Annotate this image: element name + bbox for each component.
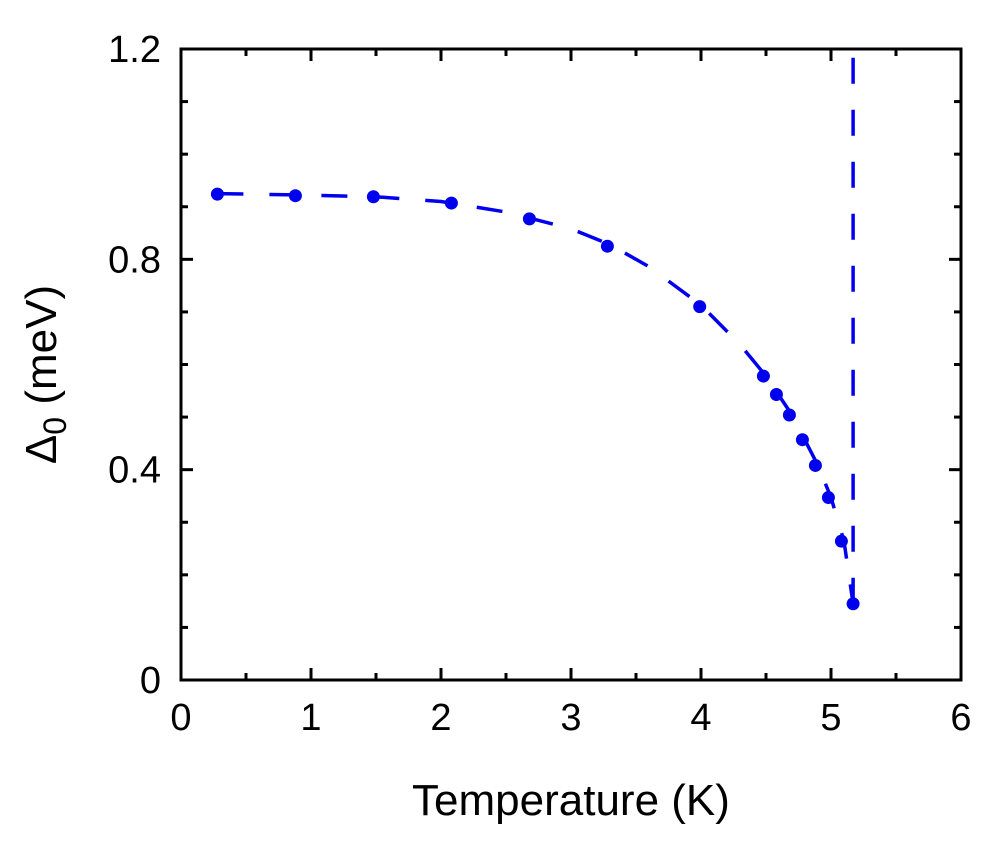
y-axis-title-unit: (meV) (17, 285, 66, 417)
data-point (444, 196, 458, 210)
data-point (808, 458, 822, 472)
data-point (522, 212, 536, 226)
y-axis-title-symbol: Δ (17, 435, 66, 464)
y-axis-title: Δ0 (meV) (17, 285, 73, 464)
x-tick-label: 2 (430, 697, 451, 739)
data-point (769, 387, 783, 401)
y-tick-label: 0.8 (108, 239, 161, 281)
y-tick-label: 1.2 (108, 29, 161, 71)
data-point (846, 597, 860, 611)
plot-frame (179, 47, 963, 682)
y-tick-label: 0 (140, 660, 161, 702)
data-point (795, 433, 809, 447)
x-axis-title: Temperature (K) (412, 776, 730, 825)
data-point (693, 300, 707, 314)
x-tick-label: 0 (170, 697, 191, 739)
fit-curve-layer (217, 49, 855, 605)
x-tick-label: 5 (820, 697, 841, 739)
y-tick-label: 0.4 (108, 450, 161, 492)
x-tick-label: 4 (690, 697, 711, 739)
tick-labels-layer: 0 1 2 3 4 5 6 0 0.4 0.8 1.2 (108, 29, 971, 739)
data-points-layer (210, 187, 860, 611)
y-axis-title-subscript: 0 (37, 417, 73, 435)
ticks-layer (179, 47, 963, 682)
fit-curve (217, 191, 855, 605)
x-tick-label: 1 (300, 697, 321, 739)
data-point (600, 239, 614, 253)
data-point (821, 491, 835, 505)
data-point (366, 190, 380, 204)
x-tick-label: 3 (560, 697, 581, 739)
x-tick-label: 6 (950, 697, 971, 739)
data-point (288, 189, 302, 203)
data-point (834, 534, 848, 548)
data-point (782, 408, 796, 422)
data-point (210, 187, 224, 201)
data-point (756, 369, 770, 383)
